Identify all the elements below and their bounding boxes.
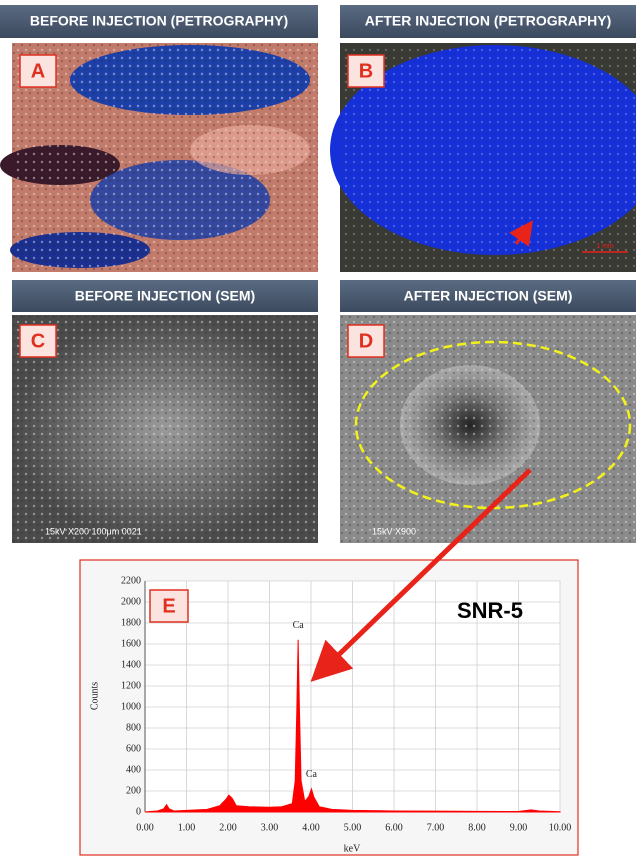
panel-header: BEFORE INJECTION (SEM) [75,288,255,304]
y-tick-label: 1200 [121,680,141,691]
x-tick-label: 9.00 [510,822,528,833]
y-tick-label: 400 [126,764,141,775]
y-axis-label: Counts [89,682,100,710]
panel-letter: D [359,330,373,352]
x-axis-label: keV [344,843,361,854]
x-tick-label: 4.00 [302,822,320,833]
y-tick-label: 800 [126,722,141,733]
page: {"panels": [ {"header": "BEFORE INJECTIO… [0,0,636,856]
figure: BEFORE INJECTION (PETROGRAPHY) AFTER INJ… [0,0,636,856]
x-tick-label: 3.00 [261,822,279,833]
sem-caption: 15kV X200 100μm 0021 [45,526,142,536]
y-tick-label: 1400 [121,659,141,670]
chart-title: SNR-5 [457,598,523,623]
peak-label: Ca [293,620,305,631]
y-tick-label: 2000 [121,596,141,607]
peak-label: Ca [306,769,318,780]
y-tick-label: 0 [136,806,141,817]
x-tick-label: 8.00 [468,822,486,833]
x-tick-label: 6.00 [385,822,403,833]
x-tick-label: 1.00 [178,822,196,833]
sem-caption: 15kV X900 [372,526,416,536]
photo-c: 15kV X200 100μm 0021 [12,315,318,543]
x-tick-label: 5.00 [344,822,362,833]
y-tick-label: 200 [126,785,141,796]
x-tick-label: 7.00 [427,822,445,833]
panel-letter: A [31,60,45,82]
y-tick-label: 1800 [121,617,141,628]
panel-letter: E [162,595,175,617]
x-tick-label: 2.00 [219,822,237,833]
y-tick-label: 2200 [121,575,141,586]
y-tick-label: 1000 [121,701,141,712]
scale-bar: 1 mm [596,243,614,250]
y-tick-label: 1600 [121,638,141,649]
panel-header: AFTER INJECTION (PETROGRAPHY) [365,13,612,29]
panel-header: AFTER INJECTION (SEM) [404,288,573,304]
y-tick-label: 600 [126,743,141,754]
panel-header: BEFORE INJECTION (PETROGRAPHY) [30,13,288,29]
panel-letter: C [31,330,45,352]
panel-letter: B [359,60,373,82]
x-tick-label: 0.00 [136,822,154,833]
x-tick-label: 10.00 [549,822,572,833]
